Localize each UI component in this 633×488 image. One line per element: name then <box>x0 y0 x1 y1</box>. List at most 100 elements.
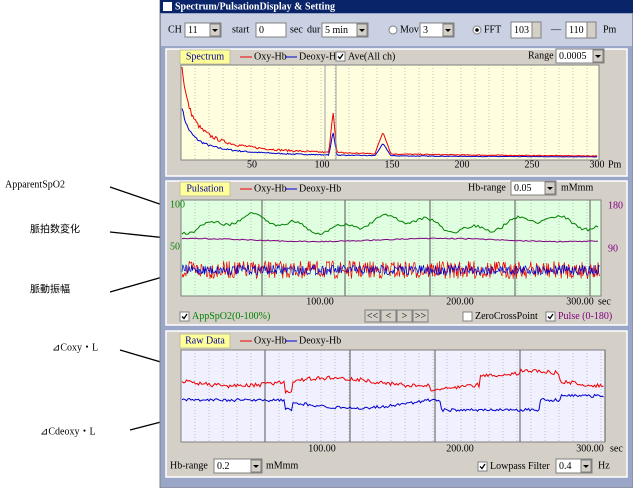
label: 5 min <box>325 25 348 36</box>
annotation: ⊿Cdeoxy・L <box>40 426 96 437</box>
label: mMmm <box>266 460 298 471</box>
label: 103 <box>514 25 529 36</box>
y2-tick-label: 90 <box>608 243 618 254</box>
annotation: 脈拍数変化 <box>30 222 80 235</box>
spectrum-line <box>181 108 598 158</box>
spo2-line <box>181 212 599 236</box>
y-tick-label: 50 <box>170 241 180 252</box>
checkbox[interactable] <box>545 311 556 322</box>
annotation: ApparentSpO2 <box>5 179 65 190</box>
label: 0.4 <box>559 461 572 472</box>
label: FFT <box>484 24 501 35</box>
y-tick-label: 100 <box>170 199 185 210</box>
window-icon <box>163 2 172 11</box>
label: Pm <box>603 24 617 35</box>
x-tick-label: 250 <box>525 159 540 170</box>
label: Hb-range <box>468 182 506 193</box>
nav-button[interactable] <box>364 309 381 323</box>
y2-tick-label: 180 <box>608 200 623 211</box>
label: 11 <box>188 25 198 36</box>
check-mark <box>337 53 344 60</box>
label: 0 <box>259 25 264 36</box>
pulse-amplitude <box>181 260 600 280</box>
window-title: Spectrum/PulsationDisplay & Setting <box>175 1 335 12</box>
x-unit: Pm <box>608 159 622 170</box>
x-tick-label: 300.00 <box>566 296 594 307</box>
label: 110 <box>569 25 584 36</box>
title-bar <box>160 0 633 13</box>
range-select[interactable] <box>555 48 605 64</box>
oxy-line <box>181 368 604 395</box>
x-tick-label: 100.00 <box>306 296 334 307</box>
label: Hb-range <box>170 460 208 471</box>
dropdown-arrow <box>583 465 589 468</box>
panel-tab <box>179 49 231 65</box>
x-tick-label: 300 <box>590 159 605 170</box>
check-mark <box>547 313 554 320</box>
fft-radio-dot <box>475 28 479 32</box>
x-tick-label: 100.00 <box>308 443 336 454</box>
nav-button-label: > <box>402 311 408 322</box>
nav-button[interactable] <box>412 309 429 323</box>
label: Ave(All ch) <box>348 51 395 62</box>
label: 0.0005 <box>559 51 587 62</box>
legend-entry: Deoxy-Hb <box>299 335 341 346</box>
spinner[interactable] <box>531 21 542 39</box>
label: start <box>232 24 249 35</box>
dropdown-arrow <box>253 465 259 468</box>
x-tick-label: 100 <box>315 159 330 170</box>
x-tick-label: 200 <box>455 159 470 170</box>
legend-entry: Oxy-Hb <box>254 51 287 62</box>
label: Pulse (0-180) <box>558 311 612 322</box>
mov-radio[interactable] <box>388 25 398 35</box>
label: — <box>550 24 562 35</box>
label: Mov <box>400 24 419 35</box>
x-tick-label: 200.00 <box>446 296 474 307</box>
panel-title: Raw Data <box>185 335 225 346</box>
dropdown-arrow <box>595 55 601 58</box>
checkbox[interactable] <box>335 51 346 62</box>
spectrum-line <box>181 66 598 157</box>
label: ZeroCrossPoint <box>475 311 538 322</box>
label: CH <box>168 24 182 35</box>
legend-entry: Deoxy-Hb <box>299 183 341 194</box>
label: AppSpO2(0-100%) <box>192 311 270 322</box>
checkbox[interactable] <box>477 461 488 472</box>
checkbox[interactable] <box>179 311 190 322</box>
label: 3 <box>423 25 428 36</box>
nav-button[interactable] <box>380 309 397 323</box>
nav-button-label: << <box>367 311 379 322</box>
panel-title: Pulsation <box>186 183 223 194</box>
spinner[interactable] <box>586 21 597 39</box>
pulse-amplitude <box>181 264 600 276</box>
label: Hz <box>598 460 610 471</box>
x-unit: sec <box>610 443 623 454</box>
label: Range <box>528 50 554 61</box>
label: sec <box>290 24 303 35</box>
annotation: 脈動振幅 <box>30 282 70 295</box>
dropdown-arrow <box>212 29 218 32</box>
legend-entry: Deoxy-Hb <box>299 51 341 62</box>
panel-tab <box>179 333 231 349</box>
label: Lowpass Filter <box>490 461 550 472</box>
hb-range-select[interactable] <box>213 458 263 474</box>
x-tick-label: 300.00 <box>576 443 604 454</box>
dropdown-arrow <box>445 29 451 32</box>
legend-entry: Oxy-Hb <box>254 335 287 346</box>
start-input[interactable] <box>255 22 287 38</box>
x-unit: sec <box>598 296 611 307</box>
x-tick-label: 50 <box>247 159 257 170</box>
label: dur <box>307 24 321 35</box>
nav-button-label: >> <box>415 311 427 322</box>
dropdown-arrow <box>359 29 365 32</box>
legend-entry: Oxy-Hb <box>254 183 287 194</box>
plot-area <box>180 349 606 443</box>
checkbox[interactable] <box>462 311 473 322</box>
annotation: ⊿Coxy・L <box>52 342 98 353</box>
label: mMmm <box>561 182 593 193</box>
nav-button-label: < <box>386 311 392 322</box>
nav-button[interactable] <box>396 309 413 323</box>
panel-tab <box>179 181 231 197</box>
